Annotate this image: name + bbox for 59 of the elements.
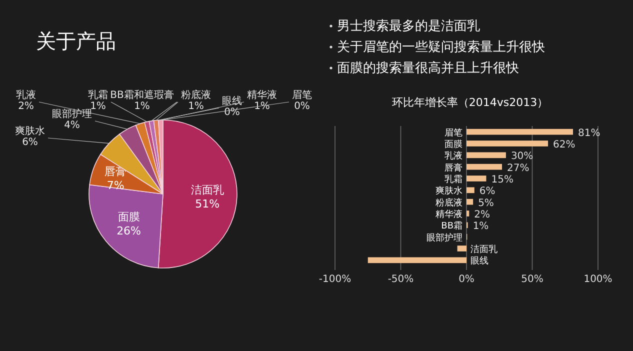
y-tick-label: 爽肤水 <box>436 186 462 197</box>
bar <box>466 198 474 205</box>
data-label: 27% <box>507 162 530 174</box>
slice-label: 眼部护理 <box>52 108 92 120</box>
data-label: 1% <box>472 221 489 232</box>
x-tick-label: 0% <box>458 274 474 285</box>
data-label: 1% <box>188 101 204 112</box>
y-tick-label: 乳霜 <box>444 174 462 185</box>
bar <box>368 257 466 264</box>
slice-label: 乳液 <box>16 89 36 101</box>
x-tick-label: 100% <box>584 274 612 285</box>
y-tick-label: 眼部护理 <box>426 232 462 244</box>
data-label: 26% <box>116 224 142 238</box>
slice-label: 洁面乳 <box>190 183 224 196</box>
y-tick-label: 唇膏 <box>444 162 462 174</box>
category-label: 眉笔 <box>292 90 312 101</box>
chart-title: 环比年增长率（2014vs2013） <box>392 96 548 109</box>
y-tick-label: 眉笔 <box>444 127 462 138</box>
data-label: 4% <box>64 120 80 131</box>
bar <box>466 140 548 146</box>
data-label: 15% <box>491 174 514 186</box>
slice-label: 爽肤水 <box>15 125 45 137</box>
y-tick-label: BB霜 <box>441 220 462 232</box>
x-tick-label: -100% <box>318 274 352 285</box>
x-tick-label: 50% <box>521 274 544 285</box>
text: 男士搜索最多的是洁面乳 <box>337 19 480 34</box>
slice-label: 精华液 <box>247 89 277 101</box>
chart-title: 关于产品 <box>36 29 116 53</box>
data-label: 6% <box>22 137 38 148</box>
y-tick-label: 精华液 <box>436 209 462 220</box>
x-tick-label: -50% <box>388 274 414 285</box>
data-label: 1% <box>90 101 106 112</box>
data-label: 51% <box>195 197 220 210</box>
data-label: 30% <box>510 151 534 162</box>
text: 面膜的搜索量很高并且上升很快 <box>337 60 519 76</box>
y-tick-label: 乳液 <box>444 150 462 162</box>
slice-label: 面膜 <box>118 210 140 224</box>
bar <box>466 176 486 182</box>
slice-label: 乳霜 <box>88 89 108 101</box>
y-tick-label: 面膜 <box>444 139 462 150</box>
data-label: 2% <box>18 101 34 112</box>
slice-label: BB霜和遮瑕膏 <box>110 89 174 101</box>
data-label: 1% <box>134 101 150 112</box>
data-label: 6% <box>479 186 496 198</box>
data-label: 5% <box>478 198 494 209</box>
data-label: 62% <box>553 140 576 150</box>
bar <box>466 210 470 216</box>
text: 0% <box>224 107 240 118</box>
data-label: 81% <box>578 128 600 139</box>
slice-label: 粉底液 <box>181 89 211 101</box>
bar <box>457 246 466 252</box>
text: 0% <box>294 101 310 112</box>
text: 关于眉笔的一些疑问搜索量上升很快 <box>337 40 545 55</box>
bar <box>466 152 506 158</box>
bar <box>466 164 502 170</box>
bar <box>466 187 474 194</box>
y-tick-label: 粉底液 <box>436 197 462 208</box>
bar <box>466 128 574 135</box>
data-label: 2% <box>474 210 490 220</box>
